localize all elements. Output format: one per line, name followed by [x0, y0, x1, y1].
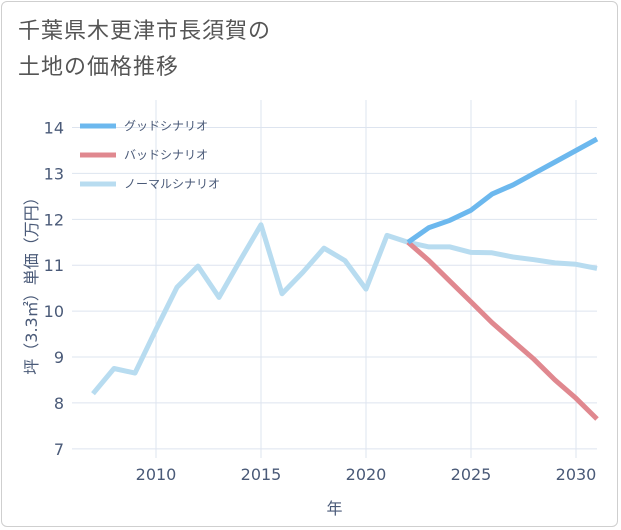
x-tick-label-2030: 2030	[556, 465, 597, 484]
y-tick-label-11: 11	[44, 256, 64, 275]
legend-label-0: グッドシナリオ	[124, 119, 208, 133]
y-tick-label-12: 12	[44, 210, 64, 229]
x-tick-label-2015: 2015	[241, 465, 282, 484]
x-tick-label-2025: 2025	[451, 465, 492, 484]
x-tick-label-2010: 2010	[136, 465, 177, 484]
legend-label-2: ノーマルシナリオ	[124, 177, 220, 191]
chart-title-line2: 土地の価格推移	[18, 55, 180, 80]
x-axis-title: 年	[326, 499, 342, 518]
x-tick-label-2020: 2020	[346, 465, 387, 484]
y-tick-label-9: 9	[54, 348, 64, 367]
chart-title-line1: 千葉県木更津市長須賀の	[18, 19, 272, 44]
y-tick-label-14: 14	[44, 119, 64, 138]
chart-title: 千葉県木更津市長須賀の 土地の価格推移	[18, 14, 271, 86]
y-tick-label-8: 8	[54, 394, 64, 413]
legend-label-1: バッドシナリオ	[124, 148, 208, 162]
series-line-1	[406, 240, 599, 421]
series-line-2	[91, 222, 598, 396]
series-line-0	[406, 136, 599, 245]
y-tick-label-10: 10	[44, 302, 64, 321]
y-tick-label-13: 13	[44, 164, 64, 183]
y-tick-label-7: 7	[54, 440, 64, 459]
y-axis-title: 坪（3.3㎡）単価（万円）	[22, 189, 41, 374]
